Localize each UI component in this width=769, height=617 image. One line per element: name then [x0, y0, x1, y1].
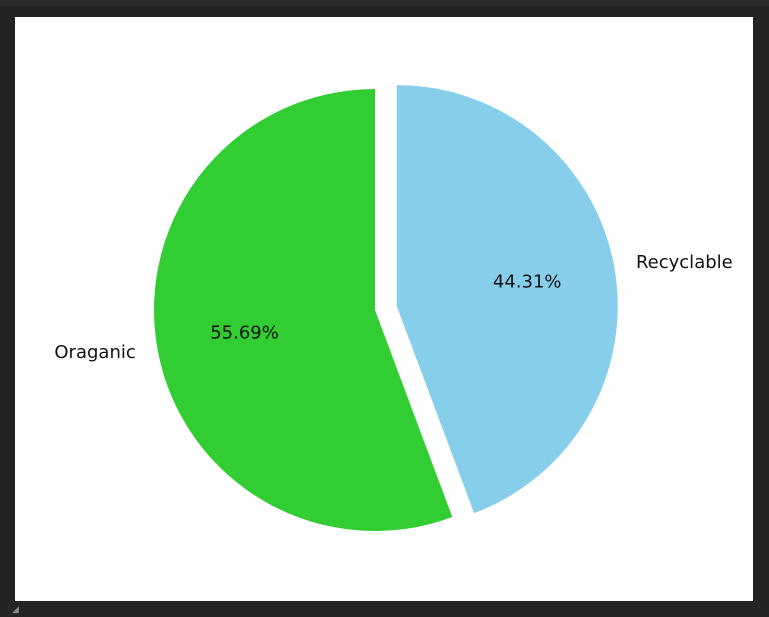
chart-canvas: 55.69% Oraganic 44.31% Recyclable: [15, 17, 753, 601]
top-edge: [0, 0, 769, 6]
resize-corner-icon[interactable]: ◢: [12, 605, 19, 615]
category-label-oraganic: Oraganic: [54, 342, 135, 363]
bottom-edge: [0, 602, 769, 617]
pie-chart: 55.69% Oraganic 44.31% Recyclable: [54, 85, 733, 531]
pie-slice-recyclable: [396, 85, 618, 514]
pie-slice-oraganic: [154, 89, 453, 531]
percent-label-oraganic: 55.69%: [210, 323, 279, 344]
category-label-recyclable: Recyclable: [636, 252, 733, 273]
percent-label-recyclable: 44.31%: [493, 271, 562, 292]
